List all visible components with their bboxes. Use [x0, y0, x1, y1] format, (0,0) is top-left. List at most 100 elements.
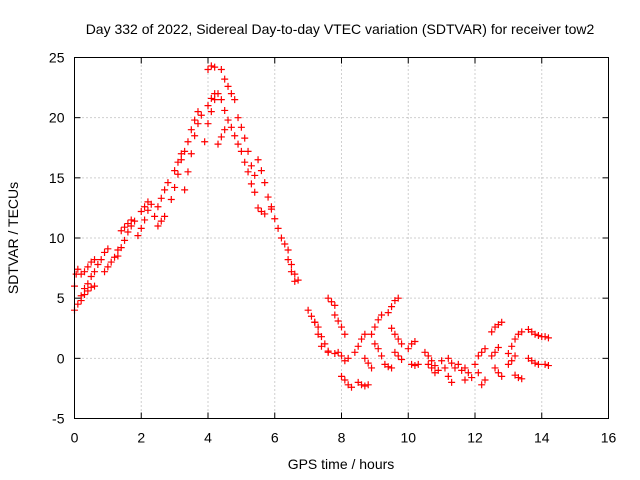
series-arc-37 — [354, 378, 372, 390]
data-point — [394, 352, 402, 360]
data-point — [491, 348, 499, 356]
data-point — [391, 348, 399, 356]
series-arc-23 — [237, 147, 259, 196]
series-arc-28 — [284, 256, 299, 285]
x-tick-labels: 0 2 4 6 8 10 12 14 16 — [71, 430, 617, 446]
y-axis-label: SDTVAR / TECUs — [5, 182, 21, 294]
data-point — [161, 212, 169, 220]
x-tick-label: 8 — [338, 430, 346, 446]
data-point — [184, 168, 192, 176]
data-point — [177, 150, 185, 158]
y-tick-label: 5 — [57, 290, 65, 306]
data-point — [518, 375, 526, 383]
data-point — [187, 126, 195, 134]
data-point — [81, 268, 89, 276]
series-arc-18 — [204, 62, 219, 74]
data-point — [187, 150, 195, 158]
data-point — [534, 331, 542, 339]
series-arc-63 — [538, 333, 552, 342]
data-point — [174, 170, 182, 178]
data-point — [481, 345, 489, 353]
data-point — [217, 66, 225, 74]
data-point — [194, 120, 202, 128]
chart-title: Day 332 of 2022, Sidereal Day-to-day VTE… — [86, 21, 595, 37]
data-point — [388, 324, 396, 332]
data-point — [204, 120, 212, 128]
data-point — [324, 347, 332, 355]
series-arc-06 — [114, 217, 139, 260]
data-point — [241, 158, 249, 166]
data-point — [217, 133, 225, 141]
data-point — [84, 287, 92, 295]
data-point — [331, 301, 339, 309]
data-point — [151, 212, 159, 220]
data-point — [504, 350, 512, 358]
x-tick-label: 14 — [534, 430, 550, 446]
series-arc-02 — [71, 265, 85, 290]
data-point — [451, 364, 459, 372]
data-point — [154, 203, 162, 211]
data-point — [227, 90, 235, 98]
data-point — [207, 62, 215, 70]
series-arc-31 — [317, 333, 332, 355]
series-arc-34 — [334, 348, 352, 365]
data-point — [518, 328, 526, 336]
data-point — [107, 258, 115, 266]
data-point — [161, 186, 169, 194]
data-point — [257, 167, 265, 175]
y-tick-label: -5 — [52, 411, 65, 427]
series-arc-53 — [471, 360, 489, 389]
data-point — [428, 364, 436, 372]
data-point — [378, 311, 386, 319]
data-point — [378, 352, 386, 360]
data-point — [511, 352, 519, 360]
data-point — [464, 369, 472, 377]
x-tick-label: 10 — [400, 430, 416, 446]
series-arc-05 — [101, 246, 122, 276]
data-point — [104, 263, 112, 271]
series-arc-25 — [254, 204, 269, 218]
data-point — [364, 381, 372, 389]
y-tick-label: 10 — [49, 230, 65, 246]
data-point — [291, 277, 299, 285]
data-point — [404, 345, 412, 353]
data-point — [344, 354, 352, 362]
series-arc-03 — [81, 256, 99, 276]
data-point — [374, 345, 382, 353]
series-arc-57 — [491, 364, 506, 380]
data-point — [84, 263, 92, 271]
series-arc-60 — [511, 371, 526, 383]
data-point — [211, 96, 219, 104]
data-point — [491, 364, 499, 372]
data-point — [281, 240, 289, 248]
data-point — [428, 357, 436, 365]
series-arc-41 — [381, 360, 396, 372]
data-point — [111, 253, 119, 261]
series-arc-20 — [217, 66, 239, 104]
data-point — [251, 171, 259, 179]
data-point — [234, 140, 242, 148]
y-tick-label: 20 — [49, 110, 65, 126]
data-point — [231, 132, 239, 140]
data-point — [361, 354, 369, 362]
series-arc-64 — [541, 360, 552, 370]
data-point — [411, 337, 419, 345]
data-point — [217, 96, 225, 104]
data-point — [394, 294, 402, 302]
data-point — [411, 362, 419, 370]
series-arc-38 — [361, 354, 376, 372]
data-point — [438, 357, 446, 365]
data-point — [91, 256, 99, 264]
data-point — [227, 123, 235, 131]
data-point — [284, 256, 292, 264]
data-point — [398, 356, 406, 364]
x-tick-label: 2 — [137, 430, 145, 446]
series-arc-22 — [234, 114, 259, 179]
data-point — [461, 364, 469, 372]
data-point — [207, 108, 215, 116]
data-point — [94, 260, 102, 268]
series-arc-39 — [368, 311, 386, 338]
data-point — [214, 140, 222, 148]
plot-frame — [74, 57, 609, 419]
